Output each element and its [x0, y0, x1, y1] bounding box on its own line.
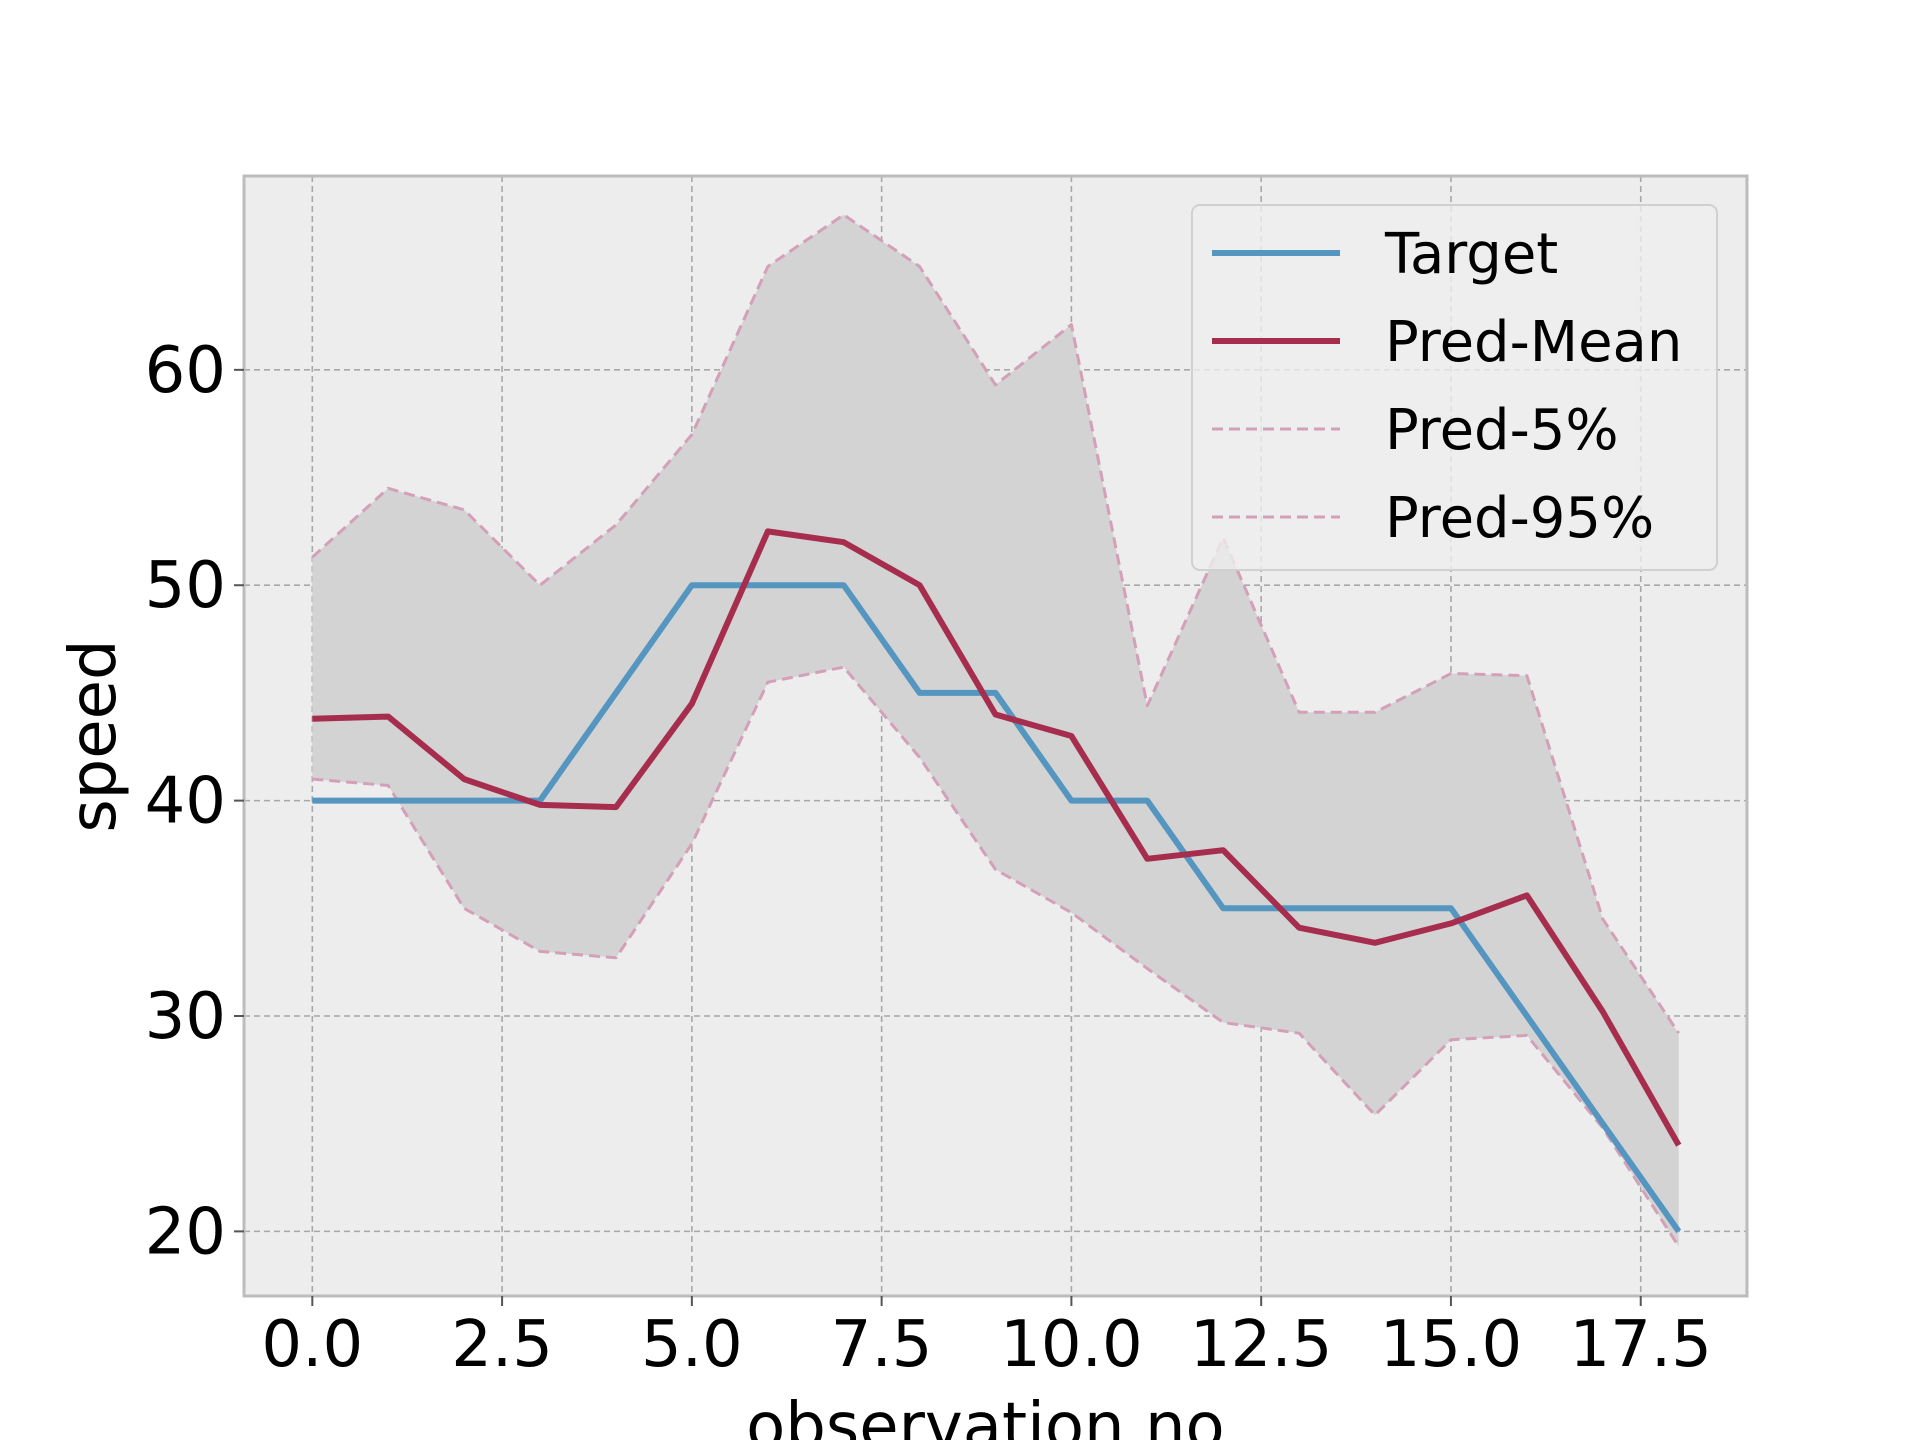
legend: Target Pred-Mean Pred-5% Pred-95% — [1191, 204, 1718, 571]
series-line-pred-mean — [312, 528, 1682, 1147]
y-tick-label: 60 — [145, 334, 226, 408]
y-tick-label: 20 — [145, 1195, 226, 1269]
legend-label: Pred-95% — [1385, 486, 1654, 551]
x-axis-ticks: 0.0 2.5 5.0 7.5 10.0 12.5 15.0 17.5 — [261, 1296, 1712, 1382]
y-tick-label: 40 — [145, 765, 226, 839]
legend-box — [1191, 204, 1718, 571]
x-tick-label: 2.5 — [451, 1308, 553, 1382]
confidence-band-area — [312, 214, 1679, 1247]
series-line-pred-5- — [312, 665, 1680, 1248]
x-axis-label: observation no. — [746, 1390, 1244, 1440]
x-tick-label: 10.0 — [1000, 1308, 1143, 1382]
plot-frame — [242, 174, 1749, 1298]
x-tick-label: 7.5 — [831, 1308, 933, 1382]
x-tick-label: 17.5 — [1569, 1308, 1712, 1382]
legend-label: Target — [1384, 222, 1558, 287]
x-tick-label: 0.0 — [261, 1308, 363, 1382]
series-line-target — [312, 582, 1682, 1234]
series-lines — [311, 213, 1682, 1248]
series-line-pred-95- — [311, 213, 1680, 1035]
confidence-band — [312, 214, 1679, 1247]
y-tick-label: 50 — [145, 549, 226, 623]
legend-label: Pred-Mean — [1385, 310, 1682, 375]
y-tick-label: 30 — [145, 980, 226, 1054]
x-tick-label: 12.5 — [1190, 1308, 1333, 1382]
x-tick-label: 15.0 — [1380, 1308, 1523, 1382]
y-axis-label: speed — [57, 639, 131, 832]
y-axis-ticks: 20 30 40 50 60 — [145, 334, 244, 1269]
legend-label: Pred-5% — [1385, 398, 1619, 463]
x-tick-label: 5.0 — [641, 1308, 743, 1382]
